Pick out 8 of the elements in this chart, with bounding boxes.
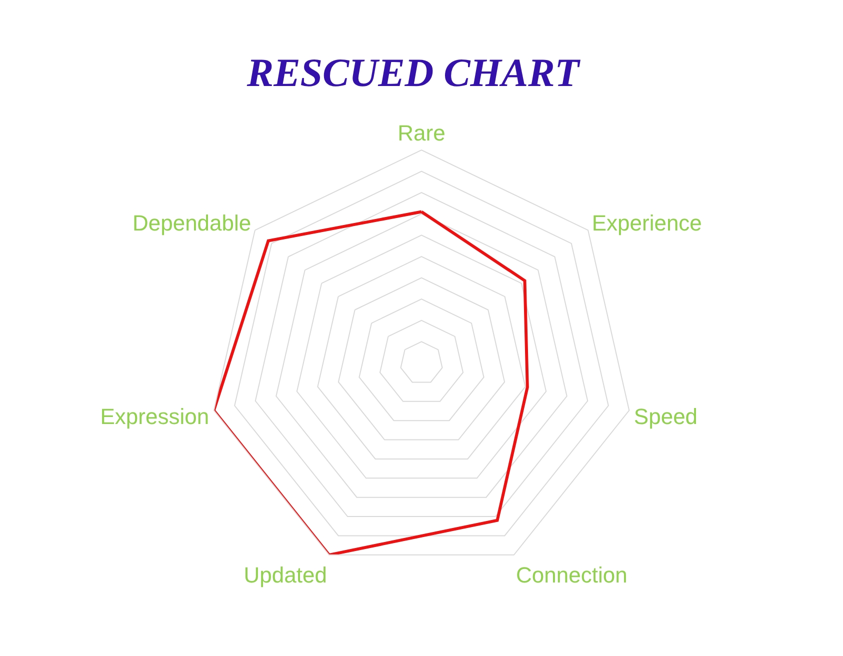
spoke-label: Rare — [398, 120, 446, 146]
spoke-label: Expression — [100, 404, 210, 429]
spoke-label: Updated — [244, 562, 327, 588]
chart-title: RESCUED CHART — [246, 50, 581, 96]
spoke-label: Speed — [634, 404, 698, 429]
spoke-label: Dependable — [132, 210, 252, 236]
spoke-label: Experience — [592, 210, 702, 236]
spoke-label: Connection — [516, 562, 628, 588]
